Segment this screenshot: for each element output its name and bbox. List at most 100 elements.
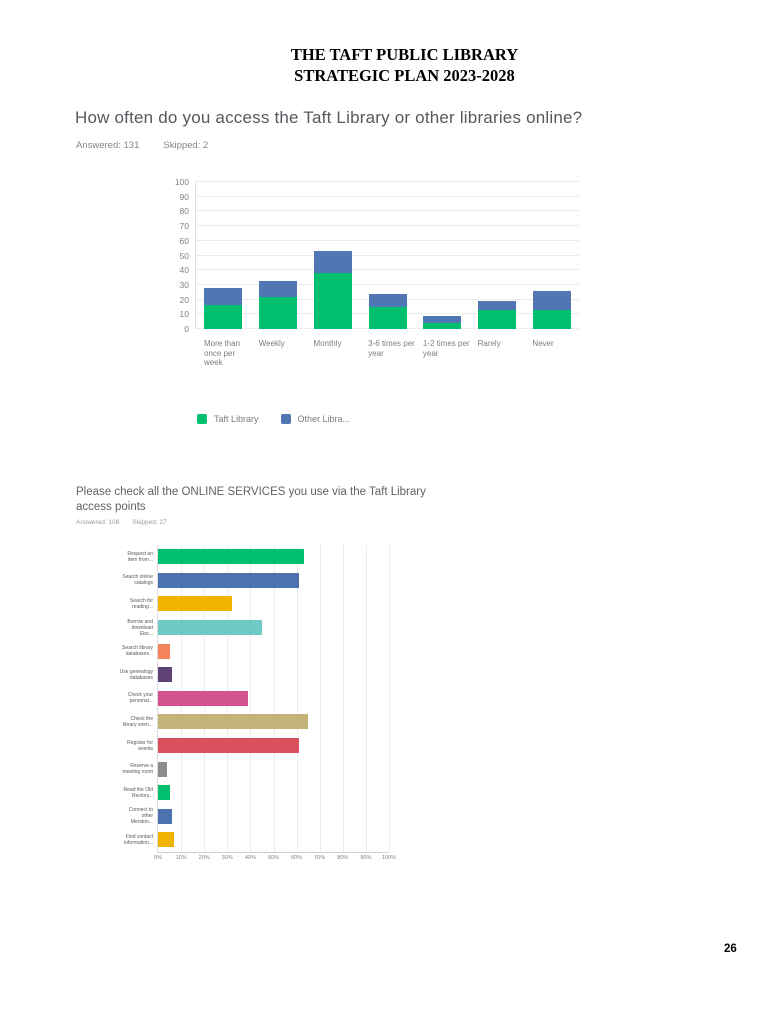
- legend-item: Taft Library: [197, 414, 259, 424]
- service-row: Check your personal...: [128, 687, 389, 711]
- service-row: Find contact information...: [124, 828, 389, 852]
- gridline: [196, 210, 579, 212]
- category-slot: [415, 315, 470, 329]
- service-label: Search online catalogs: [122, 574, 153, 587]
- gridline: [319, 545, 321, 852]
- x-axis-labels: More than once per week Weekly Monthly 3-6 …: [196, 339, 579, 368]
- question2-title: Please check all the ONLINE SERVICES you…: [76, 486, 426, 513]
- y-axis-tick-label: 60: [179, 235, 189, 246]
- service-row: Search library databases...: [122, 639, 389, 663]
- gridline: [389, 545, 390, 852]
- service-row: Check the library even...: [123, 710, 389, 734]
- y-axis-tick-label: 20: [179, 294, 189, 305]
- legend-item: Other Libra...: [280, 414, 351, 424]
- service-label: Check the library even...: [122, 715, 153, 728]
- stacked-bar: [477, 301, 516, 329]
- question1-response-stats: Answered: 131 Skipped: 2: [76, 140, 208, 151]
- y-axis-tick-label: 100: [174, 177, 189, 187]
- service-row: Reserve a meeting room: [122, 757, 389, 781]
- y-axis-tick-label: 40: [179, 265, 189, 276]
- service-label: Reserve a meeting room: [122, 763, 153, 776]
- question2-response-stats: Answered: 106 Skipped: 27: [76, 519, 167, 526]
- bar-segment: [204, 287, 243, 306]
- service-bar: [158, 738, 299, 754]
- x-axis-tick-label: 80%: [337, 855, 349, 861]
- gridline: [196, 195, 579, 197]
- category-slot: [524, 290, 579, 329]
- y-axis-tick-label: 0: [184, 324, 189, 334]
- category-label: Rarely: [477, 339, 501, 348]
- gridline: [196, 239, 579, 241]
- service-label: Read the Old Rectory...: [123, 786, 153, 799]
- service-label: Search for reading...: [129, 597, 153, 610]
- header-title-line2: STRATEGIC PLAN 2023-2028: [294, 65, 515, 85]
- service-bar: [158, 667, 172, 683]
- x-axis-tick-label: 50%: [267, 855, 279, 861]
- category-label: Monthly: [313, 339, 342, 348]
- y-axis-tick-label: 30: [179, 279, 189, 290]
- y-axis-tick-label: 90: [179, 191, 189, 202]
- x-axis-tick-label: 10%: [175, 855, 187, 861]
- stacked-bar: [259, 280, 298, 329]
- bar-segment: [368, 306, 407, 329]
- gridline: [196, 254, 579, 256]
- service-row: Request an item from...: [127, 545, 389, 569]
- gridline: [196, 225, 579, 227]
- gridline: [196, 269, 579, 271]
- gridline: [273, 545, 275, 852]
- service-row: Read the Old Rectory...: [124, 781, 389, 805]
- bars-layer: [196, 182, 579, 329]
- category-slot: [470, 301, 525, 329]
- gridline: [250, 545, 252, 852]
- service-bar: [158, 620, 262, 636]
- category-label: Never: [532, 339, 554, 348]
- service-bar: [158, 596, 232, 612]
- stacked-bar: [368, 293, 407, 329]
- gridline: [365, 545, 367, 852]
- bar-segment: [204, 305, 243, 329]
- page-number: 26: [724, 943, 737, 955]
- legend-label: Taft Library: [214, 414, 259, 424]
- x-axis-tick-label: 90%: [360, 855, 372, 861]
- service-label: Search library databases...: [122, 645, 153, 658]
- gridline: [342, 545, 344, 852]
- question2-answered-count: Answered: 106: [76, 519, 120, 526]
- stacked-bar: [313, 251, 352, 329]
- service-label: Check your personal...: [127, 692, 153, 705]
- chart-legend: Taft Library Other Libra...: [197, 414, 350, 424]
- legend-swatch: [280, 414, 291, 424]
- bar-segment: [477, 309, 516, 329]
- category-slot: [305, 251, 360, 329]
- service-row: Connect to other Mendon...: [129, 805, 389, 829]
- bar-segment: [423, 323, 462, 329]
- legend-label: Other Libra...: [297, 414, 351, 424]
- question1-title: How often do you access the Taft Library…: [75, 108, 583, 127]
- service-row: Search for reading...: [130, 592, 389, 616]
- y-axis-tick-label: 10: [179, 309, 189, 320]
- service-row: Borrow and download Ebo...: [127, 616, 389, 640]
- y-axis-tick-label: 80: [179, 206, 189, 217]
- service-label: Borrow and download Ebo...: [127, 618, 153, 637]
- bar-segment: [532, 290, 571, 310]
- bar-segment: [313, 251, 352, 274]
- frequency-chart: 0 10 20 30 40 50 60 70 80 90 100 More than once per…: [175, 177, 579, 367]
- question2-skipped-count: Skipped: 27: [132, 519, 167, 526]
- question1-skipped-count: Skipped: 2: [163, 140, 209, 151]
- bar-segment: [313, 273, 352, 329]
- service-row: Use genealogy databases: [120, 663, 389, 687]
- service-label: Request an item from...: [127, 550, 153, 563]
- category-slot: [360, 293, 415, 329]
- service-bar: [158, 690, 249, 706]
- stacked-bar: [423, 315, 462, 329]
- service-bar: [158, 572, 299, 588]
- category-slot: [251, 280, 306, 329]
- bar-segment: [368, 293, 407, 307]
- service-label: Connect to other Mendon...: [128, 807, 153, 826]
- services-chart: 0% 10% 20% 30% 40% 50% 60% 70% 80% 90% 100% Request…: [120, 545, 396, 861]
- service-bar: [158, 714, 309, 730]
- bar-segment: [477, 301, 516, 310]
- stacked-bar: [532, 290, 571, 329]
- question1-answered-count: Answered: 131: [76, 140, 140, 151]
- y-axis-tick-label: 70: [179, 221, 189, 232]
- legend-swatch: [197, 414, 207, 424]
